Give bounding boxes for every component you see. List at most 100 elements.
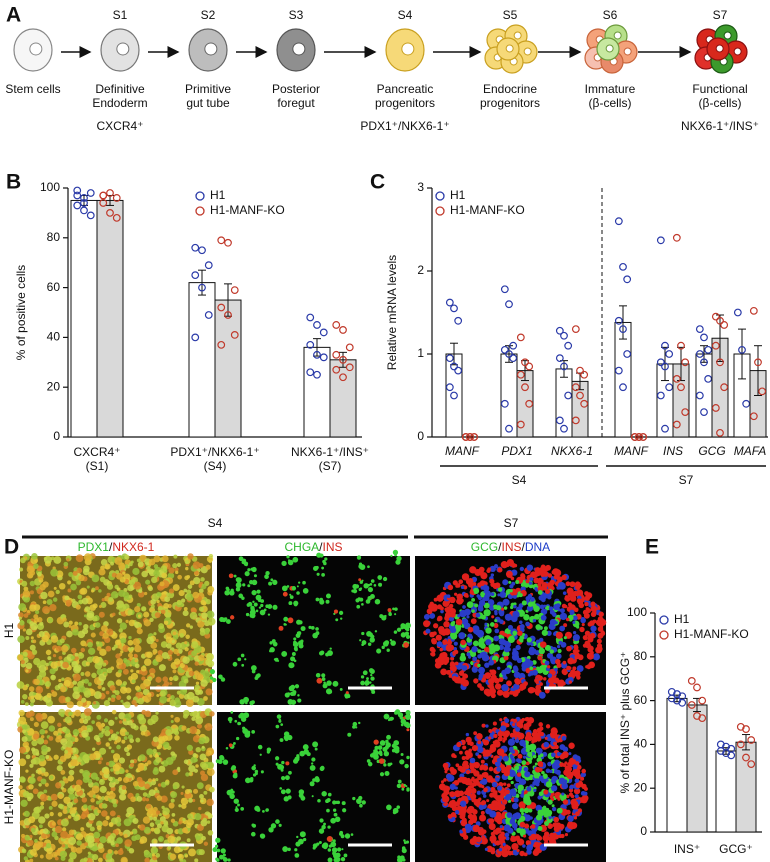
texture	[236, 577, 242, 583]
texture	[198, 849, 205, 856]
legend-label: H1-MANF-KO	[210, 203, 285, 217]
texture	[111, 572, 117, 578]
texture	[471, 744, 479, 752]
texture	[327, 825, 331, 829]
texture	[568, 792, 574, 797]
texture	[470, 651, 477, 658]
texture	[22, 651, 28, 657]
texture	[100, 796, 106, 801]
y-tick-label: 40	[47, 330, 61, 344]
texture	[60, 713, 65, 718]
nucleus	[523, 47, 532, 56]
nucleus	[623, 47, 632, 56]
texture	[541, 629, 548, 636]
texture	[288, 662, 295, 669]
texture	[311, 757, 316, 762]
texture	[183, 709, 190, 717]
stage-label: S6	[603, 8, 618, 22]
data-point	[500, 399, 509, 408]
texture	[205, 564, 211, 570]
texture	[68, 837, 77, 845]
texture	[162, 676, 169, 683]
texture	[392, 607, 395, 611]
texture	[35, 844, 41, 850]
texture	[359, 564, 366, 571]
texture	[171, 726, 179, 734]
texture	[512, 690, 519, 697]
data-point	[681, 408, 690, 417]
texture	[462, 605, 466, 609]
texture	[144, 710, 152, 718]
texture	[493, 623, 499, 629]
legend-marker	[435, 206, 445, 216]
texture	[300, 626, 306, 632]
texture	[91, 845, 98, 852]
texture	[429, 612, 436, 619]
texture	[51, 831, 58, 838]
texture	[465, 736, 472, 743]
nucleus	[505, 44, 514, 53]
texture	[386, 734, 391, 740]
texture	[160, 565, 167, 572]
texture	[309, 765, 316, 771]
texture	[219, 755, 225, 760]
texture	[160, 820, 164, 825]
header-part: PDX1	[78, 540, 110, 554]
texture	[404, 626, 410, 631]
texture	[470, 793, 477, 800]
texture	[543, 677, 547, 681]
texture	[242, 726, 246, 730]
texture	[369, 668, 375, 675]
texture	[397, 855, 401, 859]
texture	[557, 648, 562, 654]
texture	[259, 753, 262, 756]
texture	[584, 640, 591, 647]
texture	[96, 646, 102, 651]
texture	[194, 684, 200, 690]
texture	[157, 752, 161, 756]
texture	[510, 836, 517, 842]
panel-label: C	[370, 171, 385, 194]
texture	[256, 807, 261, 812]
texture	[518, 801, 526, 809]
data-point	[695, 391, 704, 400]
texture	[505, 793, 512, 800]
texture	[549, 618, 557, 626]
texture	[198, 606, 205, 612]
texture	[456, 741, 462, 748]
texture	[33, 657, 41, 666]
texture	[392, 549, 399, 556]
texture	[367, 583, 371, 587]
texture	[215, 844, 219, 848]
texture	[147, 731, 151, 736]
texture	[300, 639, 304, 643]
micrograph	[16, 708, 215, 862]
texture	[155, 654, 163, 663]
texture	[476, 746, 484, 754]
texture	[347, 732, 352, 737]
legend-label: H1-MANF-KO	[674, 627, 749, 641]
x-tick-label: (S7)	[319, 459, 342, 473]
texture	[352, 725, 356, 729]
texture	[484, 662, 490, 668]
texture	[251, 590, 257, 596]
texture	[270, 823, 277, 829]
texture	[483, 609, 491, 617]
texture	[105, 742, 110, 747]
texture	[29, 717, 34, 722]
texture	[482, 739, 490, 746]
texture	[77, 652, 85, 659]
texture	[21, 736, 28, 743]
texture	[139, 824, 146, 831]
texture	[182, 827, 188, 834]
texture	[188, 654, 192, 658]
texture	[359, 587, 363, 590]
texture	[449, 611, 456, 618]
texture	[64, 595, 70, 601]
texture	[576, 675, 581, 680]
texture	[195, 716, 204, 725]
texture	[192, 735, 201, 743]
texture	[319, 553, 324, 558]
texture	[75, 833, 84, 841]
texture	[39, 824, 43, 829]
